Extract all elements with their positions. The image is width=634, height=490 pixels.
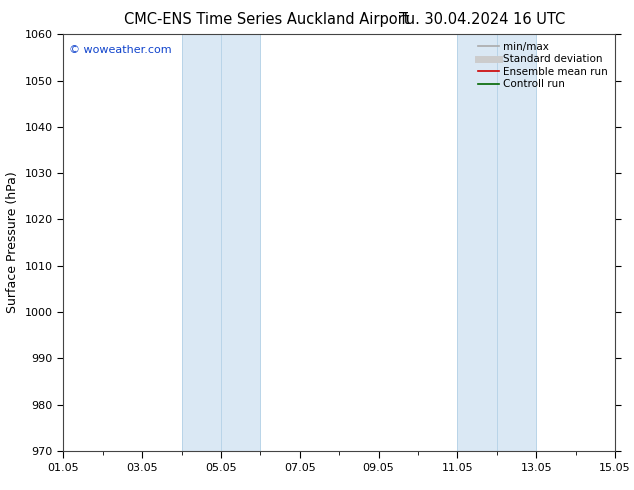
Text: Tu. 30.04.2024 16 UTC: Tu. 30.04.2024 16 UTC	[399, 12, 565, 27]
Text: CMC-ENS Time Series Auckland Airport: CMC-ENS Time Series Auckland Airport	[124, 12, 409, 27]
Bar	[181, 34, 221, 451]
Bar	[497, 34, 536, 451]
Bar	[221, 34, 261, 451]
Y-axis label: Surface Pressure (hPa): Surface Pressure (hPa)	[6, 172, 19, 314]
Bar	[457, 34, 497, 451]
Legend: min/max, Standard deviation, Ensemble mean run, Controll run: min/max, Standard deviation, Ensemble me…	[476, 40, 610, 92]
Text: © woweather.com: © woweather.com	[69, 45, 172, 55]
